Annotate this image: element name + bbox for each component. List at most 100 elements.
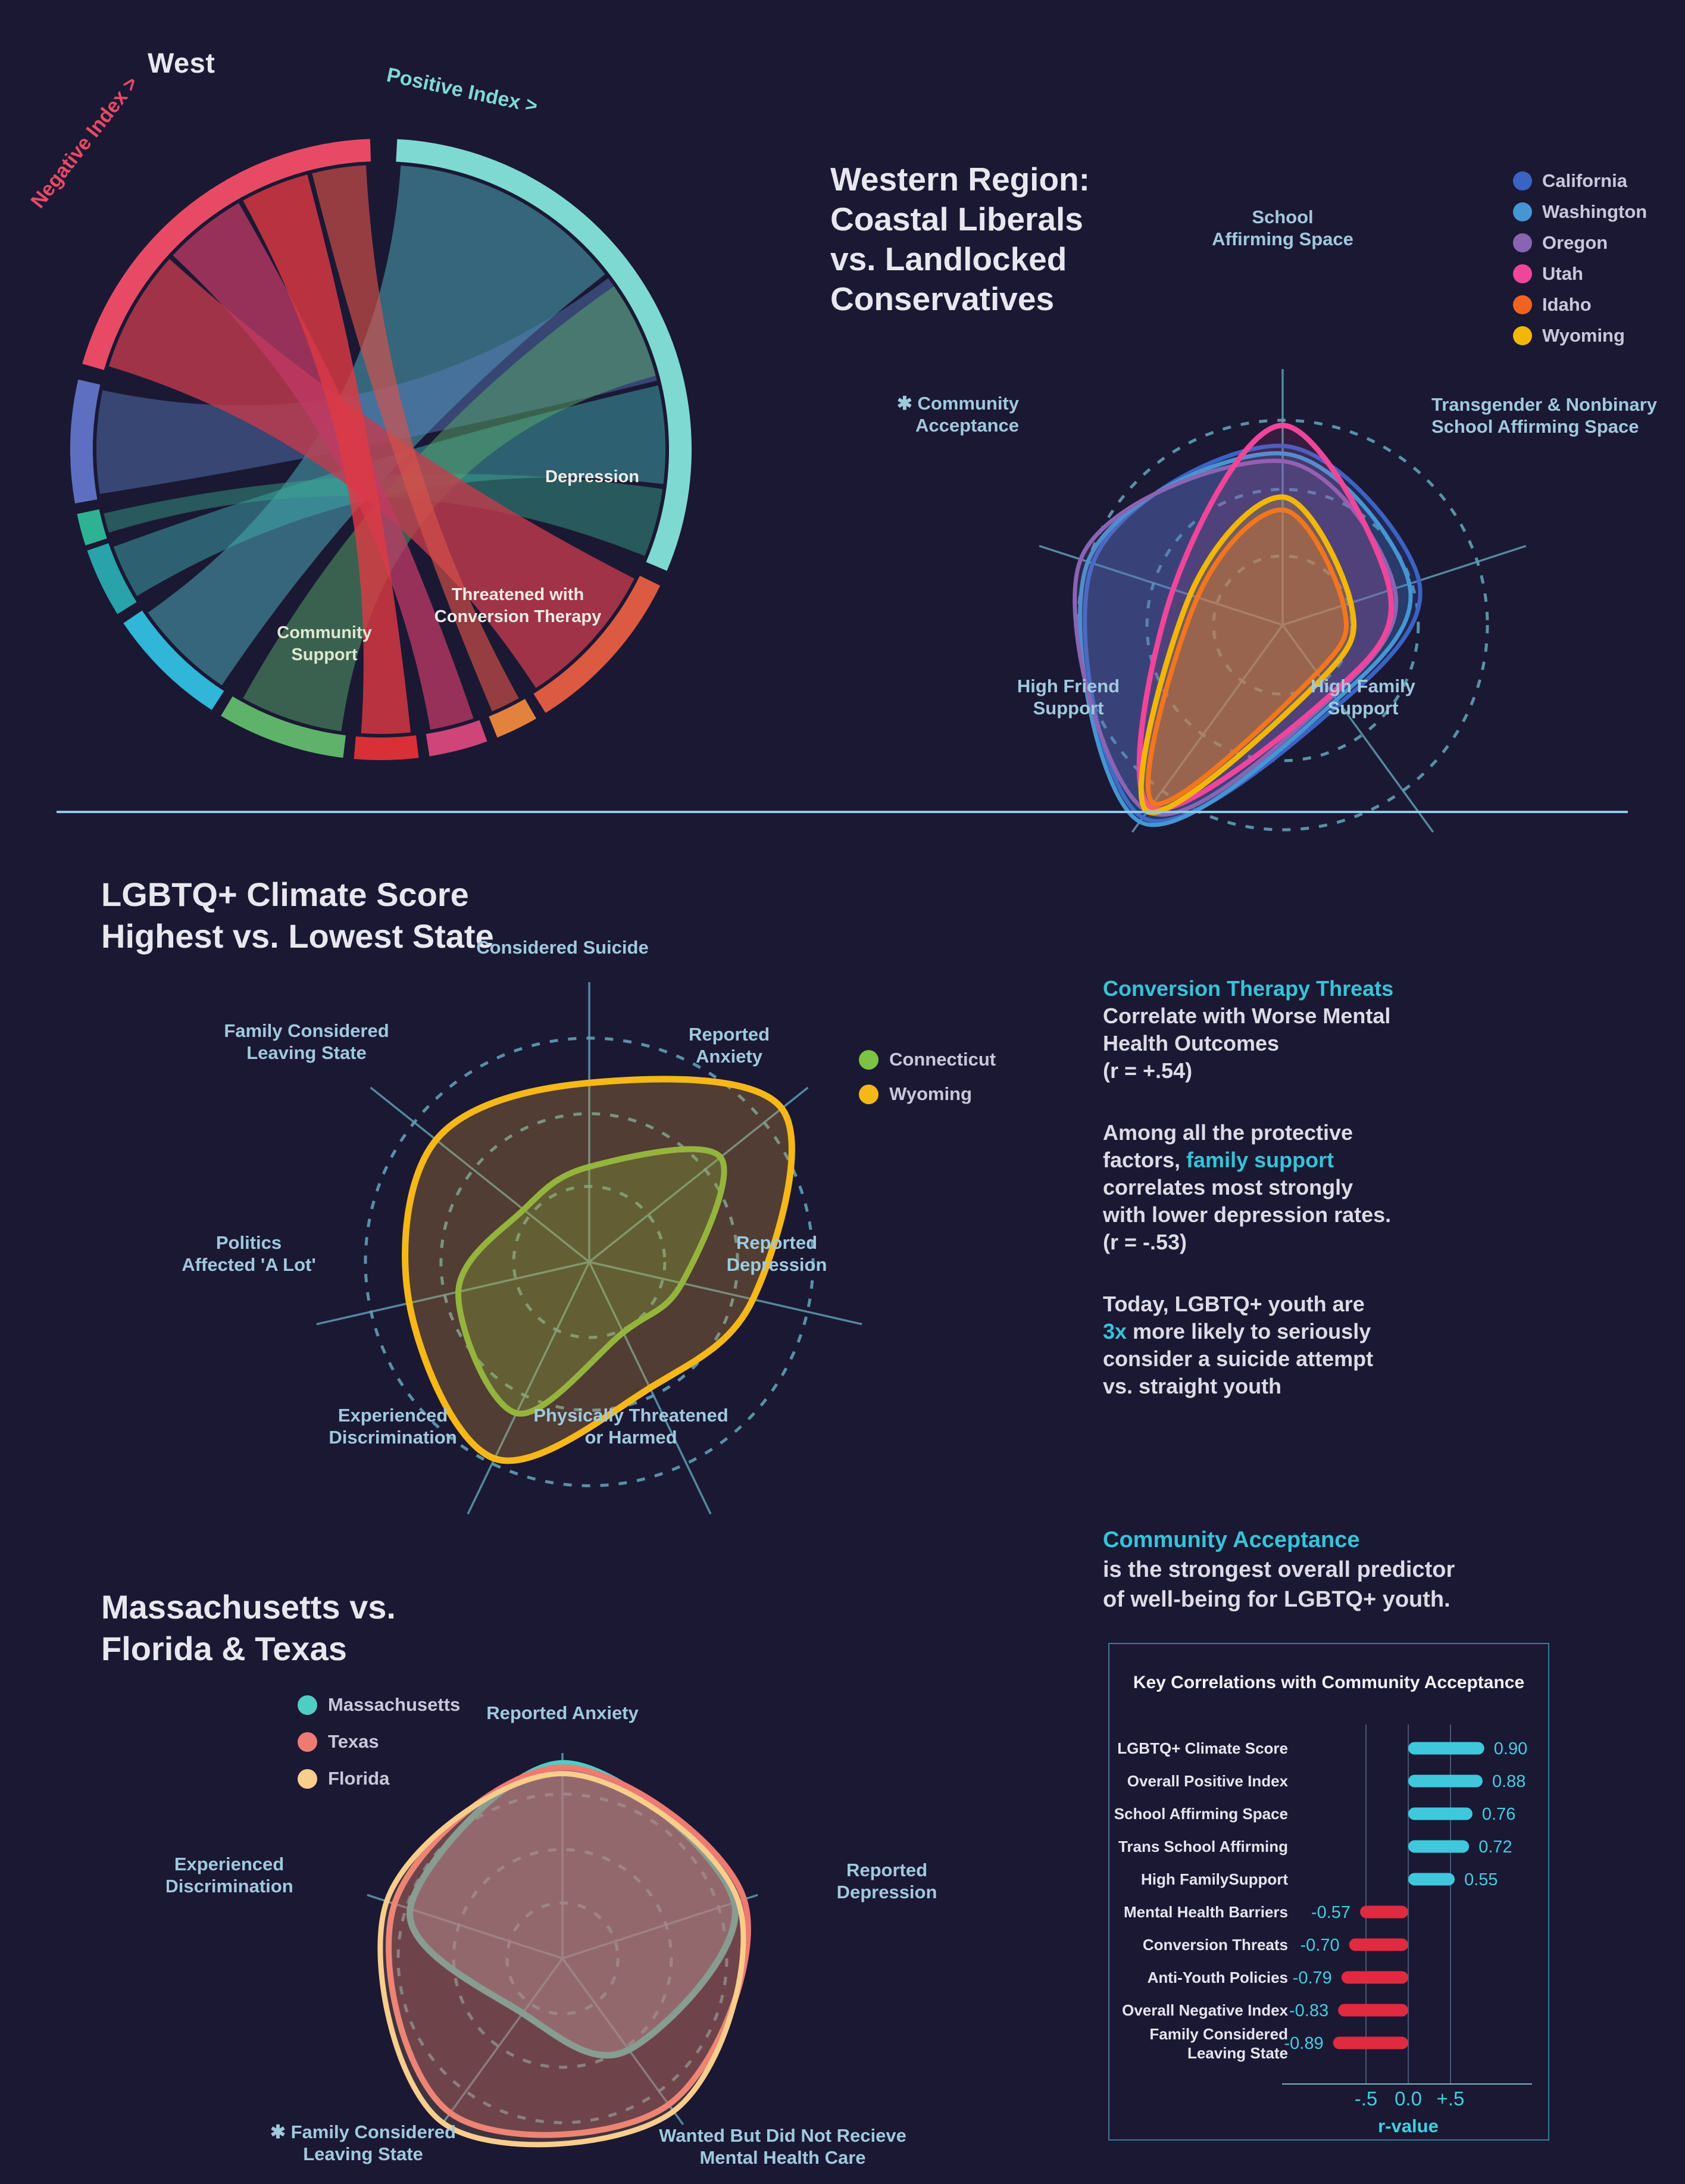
legend-label: Washington: [1542, 201, 1648, 222]
legend-item-wyoming: Wyoming: [1513, 325, 1647, 346]
section-divider: [57, 811, 1628, 813]
radar-series-wyoming: [1138, 494, 1357, 816]
stats-line: (r = +.54): [1103, 1057, 1579, 1085]
stats-line: correlates most strongly: [1103, 1174, 1579, 1201]
radar-axis-label: ✱ Community Acceptance: [897, 393, 1020, 436]
ma_radar-svg: Reported Anxiety Reported Depression Wanted…: [165, 1702, 937, 2168]
chord-ribbon: [243, 286, 656, 732]
bar-value: -0.83: [1289, 2001, 1328, 2020]
negative-index-label: Negative Index >: [26, 72, 143, 213]
ma-radar-title: Massachusetts vs. Florida & Texas: [101, 1588, 396, 1667]
radar-spoke: [316, 1261, 590, 1326]
radar-axis-label: High Friend Support: [1017, 676, 1120, 718]
chord-chart-title: West: [148, 47, 215, 79]
radar-ring: [1076, 418, 1489, 832]
climate-radar-chart: Considered Suicide Reported Anxiety Reporte…: [173, 929, 1006, 1592]
bar-rect: [1349, 1938, 1408, 1951]
legend-label: Wyoming: [889, 1083, 972, 1104]
legend-dot: [1513, 171, 1532, 190]
legend-dot: [859, 1049, 879, 1070]
bar-axis-tick: 0.0: [1395, 2088, 1422, 2110]
radar-spoke: [1281, 624, 1434, 833]
climate_radar-svg: Considered Suicide Reported Anxiety Reporte…: [182, 937, 862, 1515]
legend-label: Florida: [328, 1768, 390, 1789]
radar-ring: [396, 1792, 729, 2124]
stats-segment: (r = +.54): [1103, 1058, 1193, 1083]
radar-spoke: [1282, 545, 1527, 626]
stats-segment: more likely to seriously: [1127, 1319, 1371, 1343]
bar-rect: [1408, 1742, 1484, 1755]
bar-row-label: Mental Health Barriers: [1124, 1903, 1288, 1921]
radar-axis-label: Considered Suicide: [476, 937, 648, 958]
bar-rect: [1333, 2036, 1408, 2049]
bar-row-label: LGBTQ+ Climate Score: [1117, 1739, 1288, 1757]
legend-item-connecticut: Connecticut: [859, 1049, 996, 1070]
radar-series-texas: [386, 1764, 751, 2138]
stats-paragraph: Today, LGBTQ+ youth are 3x more likely to…: [1103, 1291, 1579, 1400]
radar-axis-label: ✱ Family Considered Leaving State: [270, 2121, 456, 2164]
radar-series-idaho: [1145, 507, 1349, 807]
predictor-heading: Community Acceptance: [1103, 1527, 1360, 1552]
stats-segment: consider a suicide attempt: [1103, 1346, 1374, 1371]
bar-value: -0.89: [1284, 2034, 1324, 2053]
stats-line: Conversion Therapy Threats: [1103, 975, 1579, 1002]
legend-item-idaho: Idaho: [1513, 294, 1647, 315]
stats-line: vs. straight youth: [1103, 1373, 1579, 1400]
bar-value: -0.57: [1311, 1903, 1350, 1922]
chord-ribbon: [312, 165, 519, 712]
chord-ribbon: [173, 203, 474, 730]
legend-label: Texas: [328, 1731, 379, 1752]
bar-axis-tick: +.5: [1437, 2088, 1465, 2110]
legend-item-utah: Utah: [1513, 263, 1647, 285]
radar-spoke: [589, 1261, 862, 1326]
radar-axis-label: Reported Depression: [837, 1860, 937, 1902]
predictor-line: of well-being for LGBTQ+ youth.: [1103, 1587, 1450, 1612]
legend-label: Connecticut: [889, 1049, 996, 1070]
bar-rect: [1341, 1971, 1408, 1984]
stats-line: (r = -.53): [1103, 1229, 1579, 1256]
legend-dot: [298, 1695, 317, 1715]
chord-segment-negative-index: [82, 139, 371, 370]
stats-text: Conversion Therapy Threats Correlate with…: [1103, 975, 1579, 1435]
bar-rect: [1408, 1873, 1455, 1886]
bar-rect: [1408, 1774, 1483, 1788]
chord-inner-label: Threatened with Conversion Therapy: [434, 585, 601, 626]
legend-item-florida: Florida: [298, 1768, 460, 1789]
chord-segment-conversion-therapy: [426, 720, 487, 757]
legend-item-washington: Washington: [1513, 201, 1647, 223]
radar-axis-label: Reported Anxiety: [689, 1024, 770, 1067]
legend-item-california: California: [1513, 170, 1647, 192]
stats-segment: correlates most strongly: [1103, 1175, 1353, 1199]
chord-diagram: Positive Index > Negative Index > Depressi…: [24, 24, 738, 795]
stats-segment: Health Outcomes: [1103, 1031, 1280, 1055]
bar-value: 0.72: [1478, 1838, 1512, 1857]
radar-axis-label: Physically Threatened or Harmed: [533, 1405, 728, 1448]
radar-series-florida: [377, 1771, 746, 2148]
chord-segment-teal: [87, 543, 137, 614]
bar-svg: LGBTQ+ Climate Score 0.90 Overall Positive…: [1114, 1724, 1532, 2136]
chord-svg: Positive Index > Negative Index > Depressi…: [26, 64, 692, 760]
bar-row-label: Anti-Youth Policies: [1148, 1969, 1288, 1986]
stats-segment: Today, LGBTQ+ youth are: [1103, 1292, 1365, 1316]
stats-line: Among all the protective: [1103, 1119, 1579, 1146]
stats-segment: (r = -.53): [1103, 1230, 1187, 1254]
bar-row-label: Overall Negative Index: [1122, 2001, 1288, 2019]
legend-label: Wyoming: [1542, 325, 1625, 346]
bar-row-label: Trans School Affirming: [1118, 1838, 1288, 1855]
stats-segment: factors,: [1103, 1148, 1187, 1172]
bar-axis-tick: -.5: [1355, 2088, 1378, 2110]
bar-axis-label: r-value: [1378, 2116, 1439, 2136]
stats-paragraph: Among all the protective factors, family …: [1103, 1119, 1579, 1256]
bar-value: 0.88: [1492, 1772, 1525, 1791]
radar-axis-label: Reported Anxiety: [486, 1702, 639, 1723]
radar-series-massachusetts: [407, 1760, 739, 2059]
chord-ribbon: [104, 474, 663, 557]
stats-line: 3x more likely to seriously: [1103, 1318, 1579, 1345]
legend-label: Massachusetts: [328, 1694, 461, 1715]
chord-segment-cyan: [123, 610, 224, 710]
radar-axis-label: School Affirming Space: [1212, 207, 1353, 249]
radar-axis-label: Family Considered Leaving State: [224, 1020, 389, 1063]
radar-axis-label: Reported Depression: [727, 1232, 827, 1275]
stats-segment: family support: [1186, 1148, 1334, 1172]
radar-ring: [439, 1112, 739, 1412]
